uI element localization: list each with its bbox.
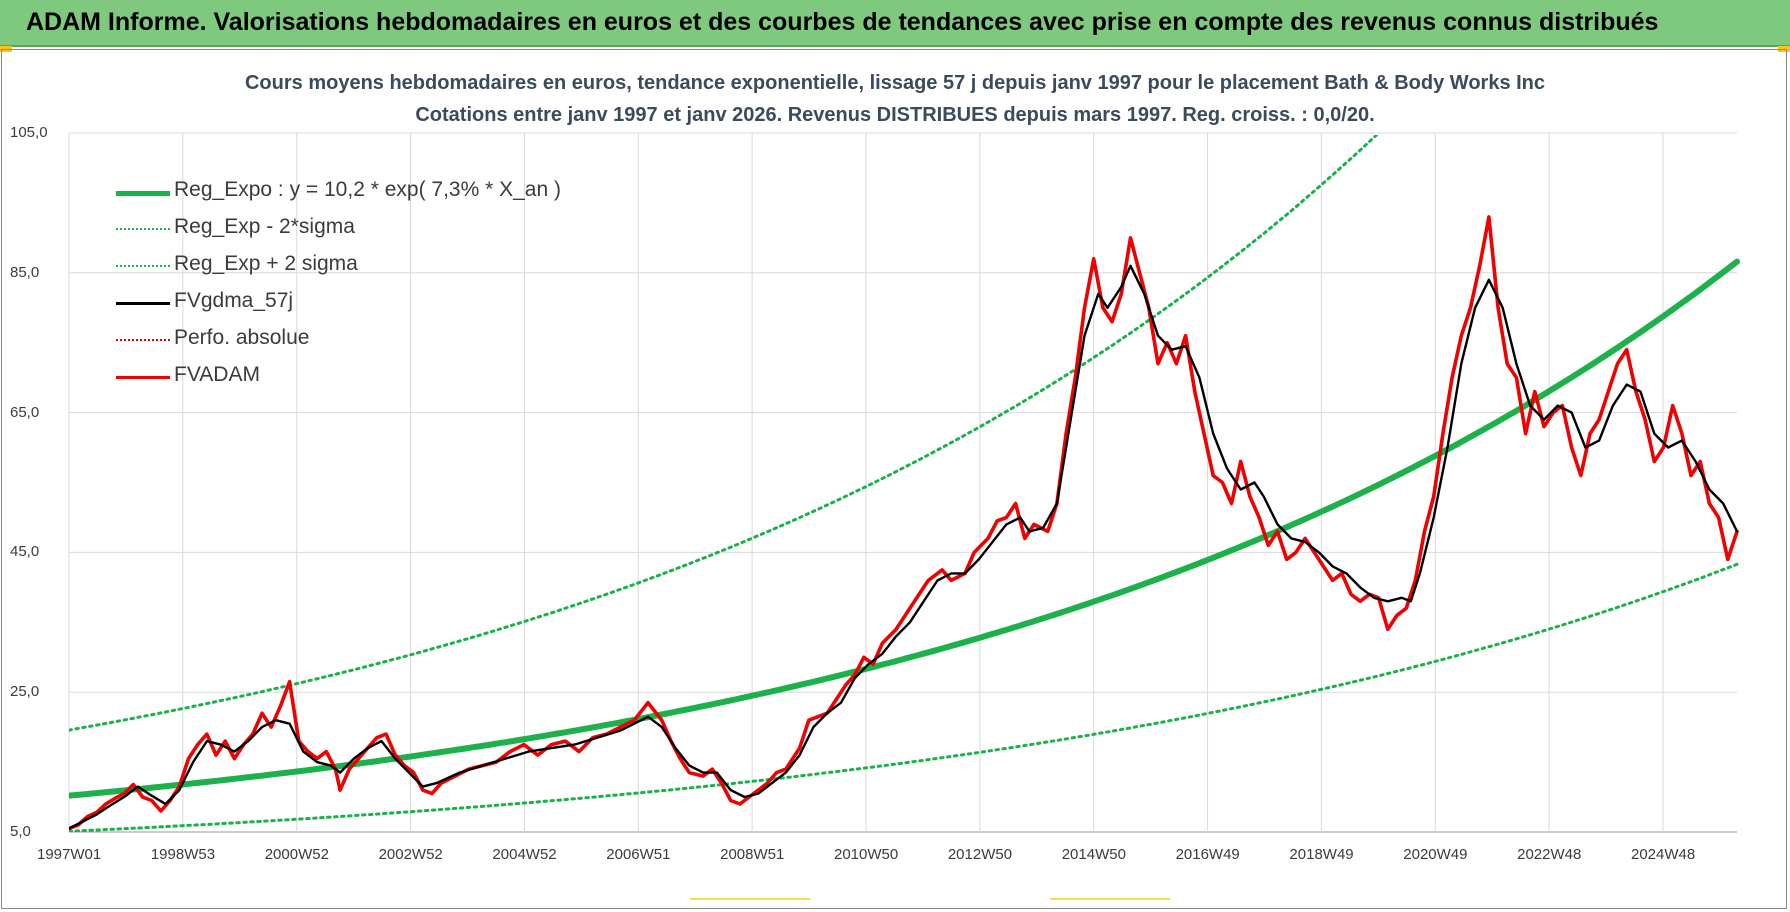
legend-swatch	[116, 265, 170, 267]
x-tick-label: 2000W52	[264, 846, 329, 863]
legend-label: FVADAM	[174, 363, 260, 386]
x-tick-label: 1997W01	[37, 846, 102, 863]
y-tick-label: 105,0	[10, 124, 48, 141]
chart-subtitle: Cotations entre janv 1997 et janv 2026. …	[415, 104, 1375, 126]
x-tick-label: 2002W52	[378, 846, 443, 863]
x-tick-label: 2014W50	[1061, 846, 1126, 863]
chart-title: Cours moyens hebdomadaires en euros, ten…	[244, 72, 1546, 94]
y-tick-label: 5,0	[10, 823, 31, 840]
report-banner: ADAM Informe. Valorisations hebdomadaire…	[0, 0, 1790, 47]
series-line-reg-upper	[69, 135, 1379, 732]
series-line-reg-lower	[69, 562, 1739, 832]
series-line-data-3	[69, 264, 1739, 830]
y-tick-label: 65,0	[10, 403, 40, 421]
legend-label: Reg_Expo : y = 10,2 * exp( 7,3% * X_an )	[174, 178, 561, 201]
legend-label: Reg_Exp - 2*sigma	[174, 215, 355, 238]
legend-swatch	[116, 376, 170, 379]
chart-frame	[1, 49, 1787, 909]
bottom-marker-left	[690, 898, 810, 900]
x-tick-label: 2006W51	[606, 846, 671, 863]
x-tick-label: 2012W50	[947, 846, 1013, 863]
legend-swatch	[116, 191, 170, 196]
report-title: ADAM Informe. Valorisations hebdomadaire…	[26, 8, 1659, 36]
x-tick-label: 1998W53	[150, 846, 216, 863]
y-tick-label: 45,0	[10, 543, 40, 561]
x-tick-label: 2018W49	[1289, 846, 1354, 863]
legend-label: FVgdma_57j	[174, 289, 294, 312]
bottom-marker-right	[1050, 898, 1170, 900]
x-tick-label: 2004W52	[492, 846, 557, 863]
x-tick-label: 2010W50	[833, 846, 899, 863]
legend-swatch	[116, 228, 170, 230]
legend-label: Perfo. absolue	[174, 326, 310, 349]
series-group	[69, 135, 1740, 832]
legend-swatch	[116, 302, 170, 305]
y-tick-label: 85,0	[10, 263, 40, 281]
x-tick-label: 2022W48	[1517, 846, 1582, 863]
x-tick-label: 2008W51	[720, 846, 785, 863]
legend-swatch	[116, 339, 170, 341]
series-line-reg-center	[69, 258, 1740, 799]
x-tick-label: 2016W49	[1175, 846, 1240, 863]
y-tick-label: 25,0	[10, 683, 40, 701]
x-tick-label: 2024W48	[1630, 846, 1696, 863]
x-tick-label: 2020W49	[1403, 846, 1468, 863]
series-line-data-5	[69, 215, 1739, 831]
legend-label: Reg_Exp + 2 sigma	[174, 252, 358, 275]
